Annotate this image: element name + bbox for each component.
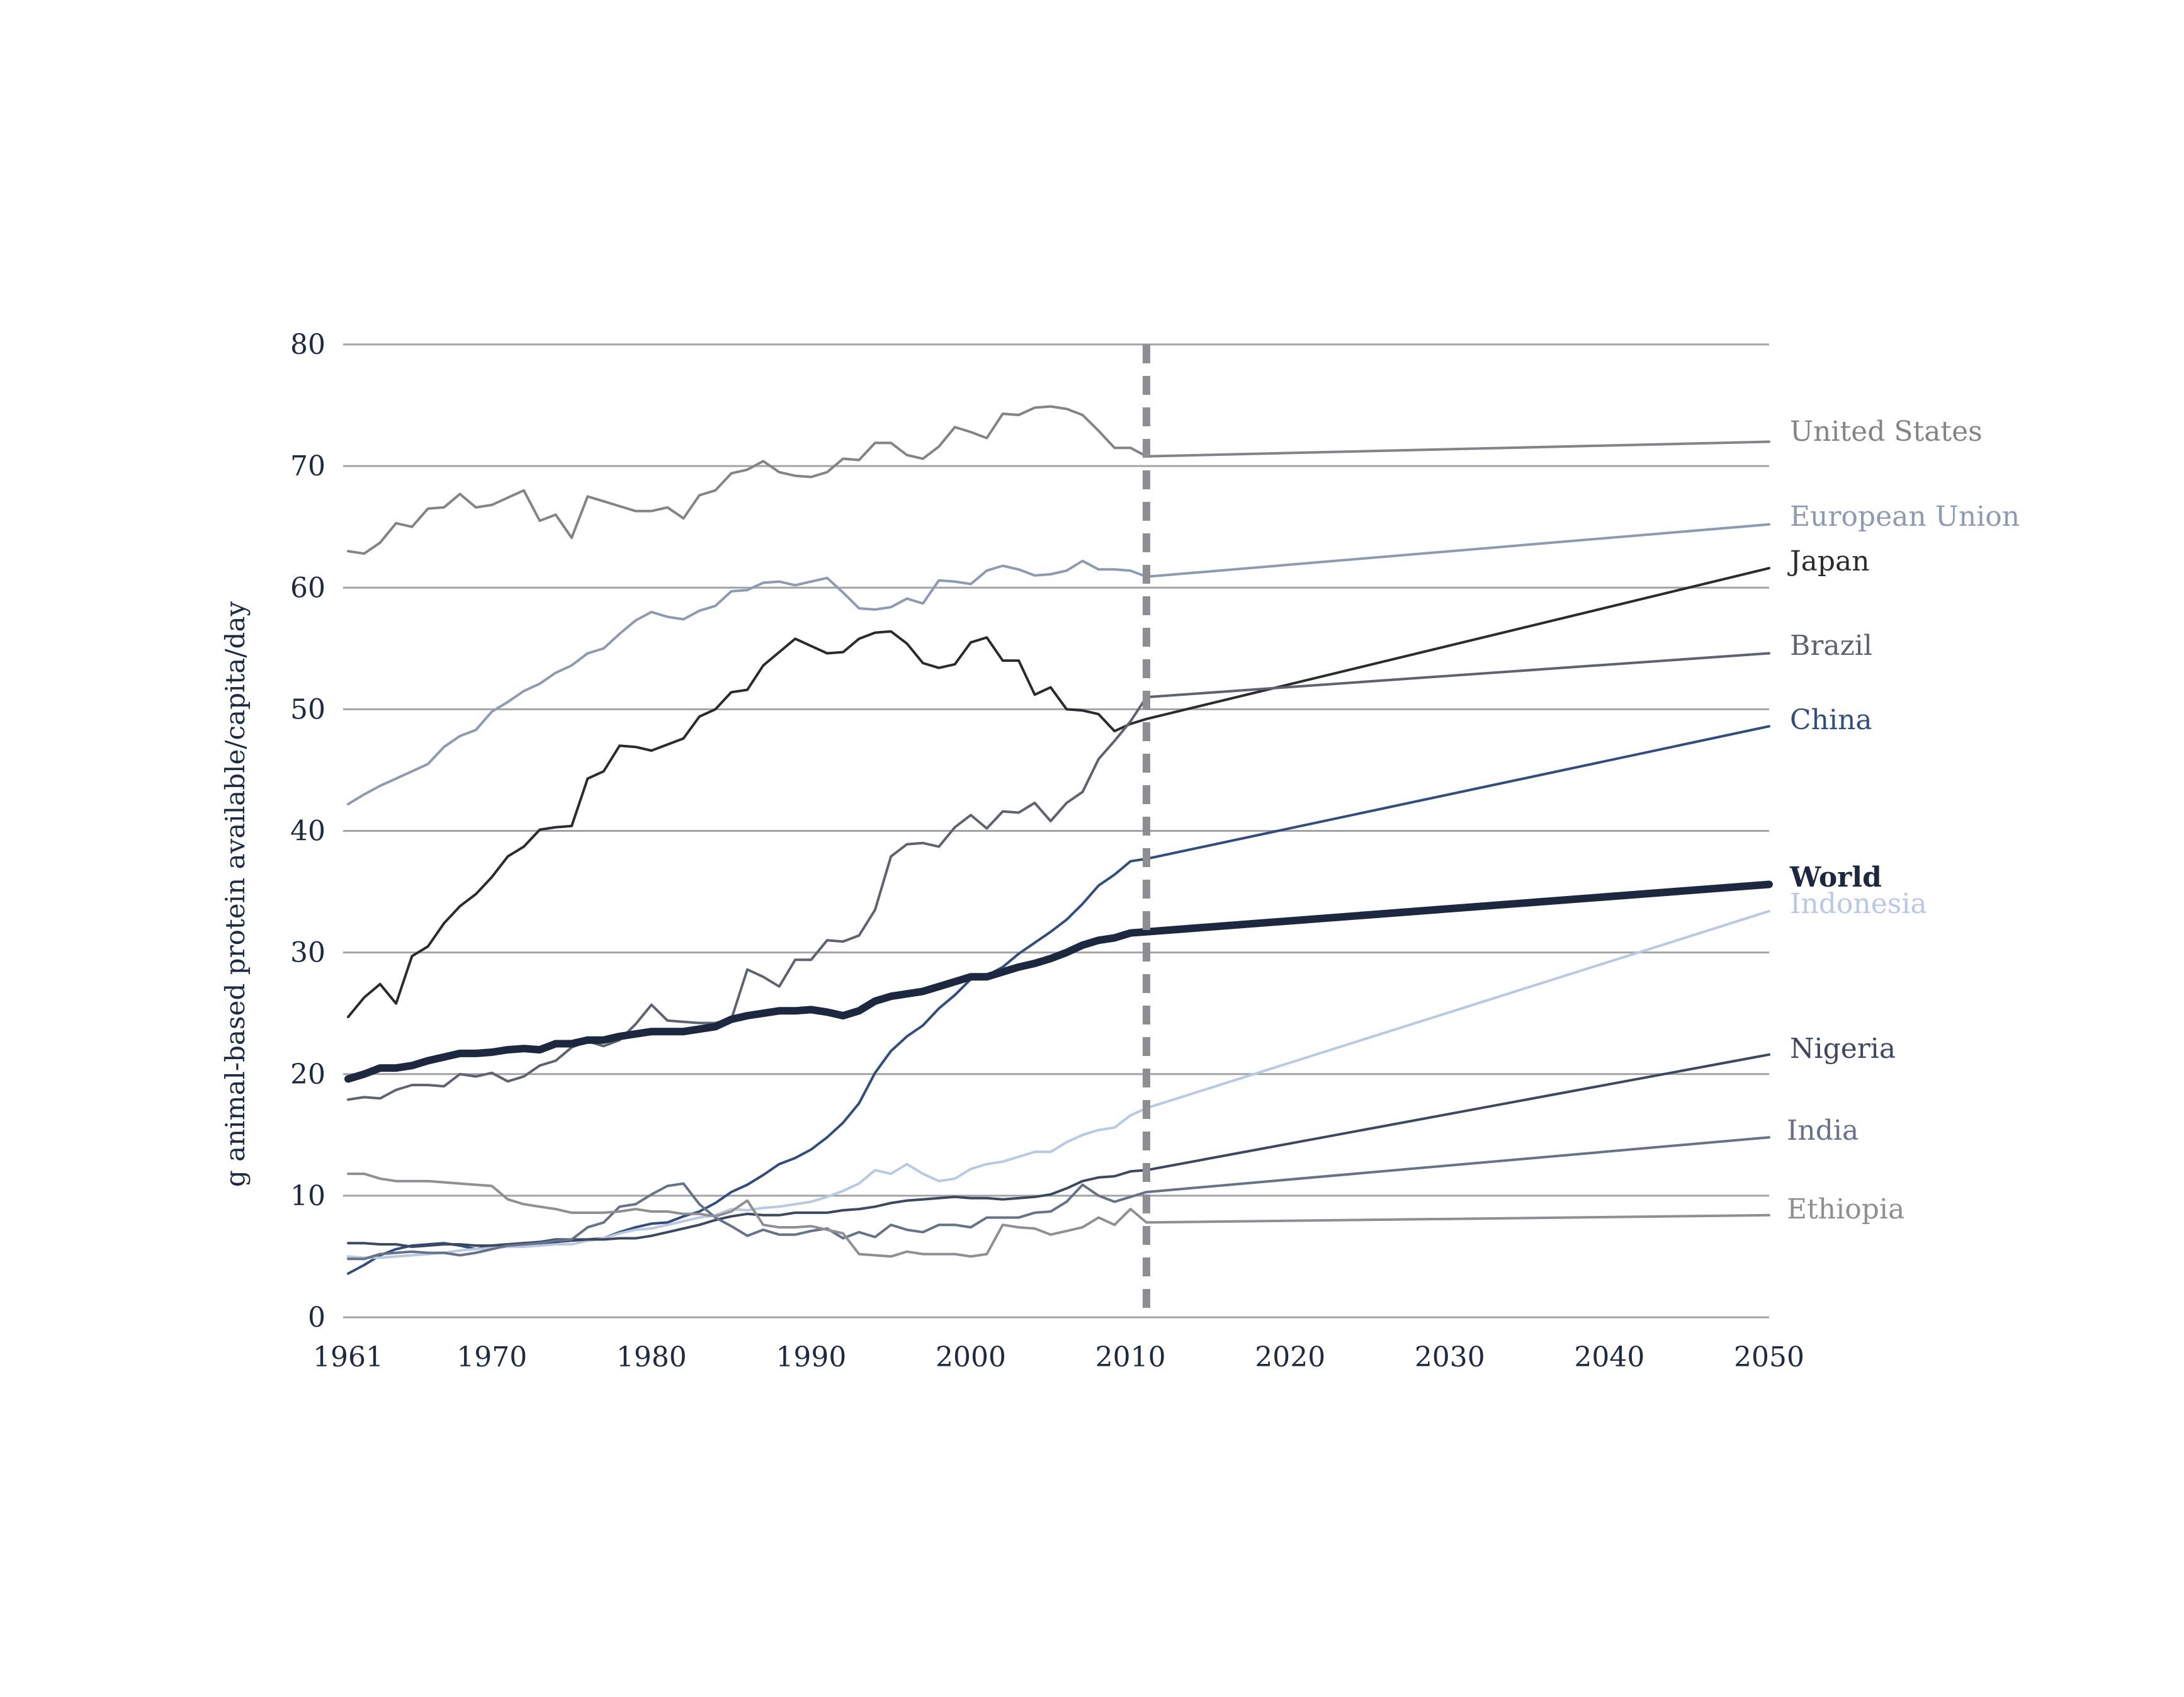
series-label-china: China <box>1790 704 1872 736</box>
x-tick-label: 2010 <box>1095 1341 1166 1373</box>
y-tick-label: 40 <box>290 815 325 848</box>
series-label-japan: Japan <box>1787 545 1870 577</box>
x-tick-label: 2040 <box>1574 1341 1644 1373</box>
x-tick-label: 2030 <box>1415 1341 1485 1373</box>
series-line-european-union <box>347 523 1770 805</box>
series-label-ethiopia: Ethiopia <box>1787 1193 1904 1225</box>
series-label-brazil: Brazil <box>1790 630 1872 662</box>
series-labels: United States European Union Japan Brazil Ch… <box>1787 416 2020 1225</box>
series-label-nigeria: Nigeria <box>1790 1033 1896 1065</box>
x-tick-label: 2020 <box>1255 1341 1325 1373</box>
series-label-indonesia: Indonesia <box>1790 888 1927 920</box>
series-label-european-union: European Union <box>1790 501 2020 533</box>
series-line-world <box>344 880 1773 1083</box>
series-line-japan <box>347 567 1770 1018</box>
series-line-ethiopia <box>347 1172 1770 1258</box>
y-tick-label: 20 <box>290 1058 325 1091</box>
gridlines <box>343 343 1769 1319</box>
y-tick-label: 0 <box>308 1302 325 1334</box>
y-tick-label: 10 <box>290 1180 325 1212</box>
x-tick-label: 2050 <box>1734 1341 1804 1373</box>
x-tick-label: 1961 <box>313 1341 383 1373</box>
x-tick-label: 2000 <box>936 1341 1006 1373</box>
series-lines <box>344 405 1773 1275</box>
y-tick-label: 50 <box>290 693 325 725</box>
x-axis: 1961 1970 1980 1990 2000 2010 2020 2030 2040 2050 <box>313 1341 1804 1373</box>
series-line-india <box>347 1136 1770 1261</box>
series-label-world: World <box>1789 861 1882 894</box>
series-line-united-states <box>347 405 1770 555</box>
series-line-brazil <box>347 652 1770 1101</box>
x-tick-label: 1980 <box>616 1341 687 1373</box>
x-tick-label: 1990 <box>776 1341 846 1373</box>
series-label-india: India <box>1787 1115 1859 1147</box>
y-axis-title: g animal-based protein available/capita/… <box>220 601 251 1188</box>
y-tick-label: 80 <box>290 329 325 361</box>
y-tick-label: 30 <box>290 937 325 969</box>
y-tick-label: 70 <box>290 450 325 482</box>
x-tick-label: 1970 <box>456 1341 527 1373</box>
y-axis: 0 10 20 30 40 50 60 70 80 <box>290 329 325 1334</box>
series-line-indonesia <box>347 910 1770 1259</box>
y-tick-label: 60 <box>290 572 325 604</box>
series-label-united-states: United States <box>1790 416 1983 448</box>
